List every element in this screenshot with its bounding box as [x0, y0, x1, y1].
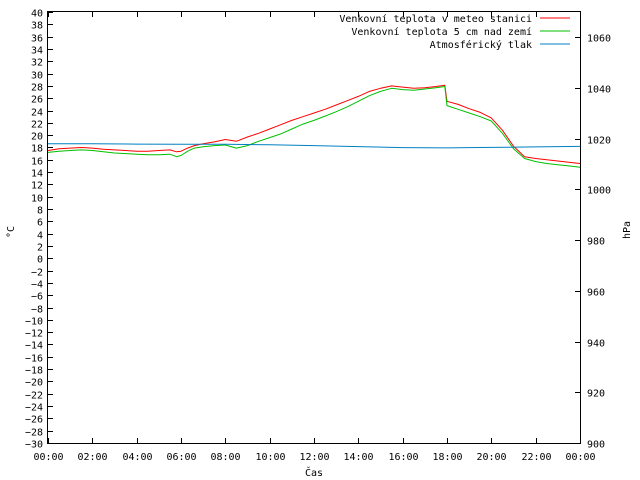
- x-tick-label: 18:00: [432, 452, 462, 463]
- x-tick-label: 20:00: [476, 452, 506, 463]
- y-left-tick-label: 28: [31, 83, 43, 94]
- series-line: [48, 143, 581, 149]
- legend: Venkovní teplota v meteo staniciVenkovní…: [339, 13, 570, 51]
- series-layer: [47, 84, 581, 168]
- labels-layer: −30−28−26−24−22−20−18−16−14−12−10−8−6−4−…: [25, 9, 611, 464]
- y-left-tick-label: 14: [31, 169, 43, 180]
- x-tick-label: 00:00: [33, 452, 63, 463]
- y-right-tick-label: 1020: [587, 136, 611, 147]
- plot-frame: [47, 11, 581, 444]
- x-tick-label: 06:00: [166, 452, 196, 463]
- y-left-tick-label: 40: [31, 9, 43, 20]
- y-left-tick-label: −22: [25, 391, 43, 402]
- y-left-tick-label: 18: [31, 144, 43, 155]
- series-line: [47, 84, 581, 164]
- y-left-tick-label: 24: [31, 108, 43, 119]
- y-left-tick-label: 38: [31, 21, 43, 32]
- y-left-tick-label: 8: [37, 206, 43, 217]
- x-tick-label: 14:00: [343, 452, 373, 463]
- y-left-tick-label: −12: [25, 329, 43, 340]
- y-right-tick-label: 920: [587, 389, 605, 400]
- y-left-tick-label: 4: [37, 231, 43, 242]
- legend-label: Venkovní teplota 5 cm nad zemí: [351, 26, 532, 38]
- y-left-tick-label: −24: [25, 403, 43, 414]
- y-left-tick-label: −26: [25, 415, 43, 426]
- x-axis-label: Čas: [305, 466, 323, 479]
- y-left-tick-label: 32: [31, 58, 43, 69]
- x-tick-label: 16:00: [388, 452, 418, 463]
- legend-label: Venkovní teplota v meteo stanici: [339, 13, 532, 25]
- y-left-tick-label: −10: [25, 317, 43, 328]
- legend-label: Atmosférický tlak: [430, 39, 532, 51]
- x-tick-label: 00:00: [565, 452, 595, 463]
- y-axis-label-left: °C: [6, 226, 17, 238]
- y-left-tick-label: 22: [31, 120, 43, 131]
- y-right-tick-label: 1040: [587, 85, 611, 96]
- y-left-tick-label: 0: [37, 255, 43, 266]
- y-left-tick-label: −18: [25, 366, 43, 377]
- y-right-tick-label: 940: [587, 339, 605, 350]
- x-tick-label: 08:00: [210, 452, 240, 463]
- y-left-tick-label: 12: [31, 181, 43, 192]
- y-left-tick-label: −28: [25, 428, 43, 439]
- y-left-tick-label: −30: [25, 440, 43, 451]
- y-right-tick-label: 900: [587, 440, 605, 451]
- y-left-tick-label: 6: [37, 218, 43, 229]
- y-left-tick-label: −4: [31, 280, 43, 291]
- y-left-tick-label: 2: [37, 243, 43, 254]
- y-left-tick-label: −14: [25, 341, 43, 352]
- ticks-layer: [48, 12, 581, 444]
- y-right-tick-label: 1000: [587, 186, 611, 197]
- y-left-tick-label: −2: [31, 268, 43, 279]
- x-tick-label: 10:00: [255, 452, 285, 463]
- y-left-tick-label: −6: [31, 292, 43, 303]
- x-tick-label: 12:00: [299, 452, 329, 463]
- y-left-tick-label: 16: [31, 157, 43, 168]
- y-right-tick-label: 1060: [587, 34, 611, 45]
- y-right-tick-label: 960: [587, 288, 605, 299]
- y-left-tick-label: 26: [31, 95, 43, 106]
- y-left-tick-label: 10: [31, 194, 43, 205]
- y-axis-label-right: hPa: [622, 221, 633, 239]
- y-left-tick-label: 20: [31, 132, 43, 143]
- x-tick-label: 22:00: [521, 452, 551, 463]
- x-tick-label: 02:00: [77, 452, 107, 463]
- series-line: [47, 86, 581, 168]
- y-left-tick-label: 30: [31, 71, 43, 82]
- y-left-tick-label: −20: [25, 378, 43, 389]
- y-left-tick-label: −16: [25, 354, 43, 365]
- y-left-tick-label: −8: [31, 305, 43, 316]
- x-tick-label: 04:00: [122, 452, 152, 463]
- y-right-tick-label: 980: [587, 237, 605, 248]
- y-left-tick-label: 34: [31, 46, 43, 57]
- y-left-tick-label: 36: [31, 34, 43, 45]
